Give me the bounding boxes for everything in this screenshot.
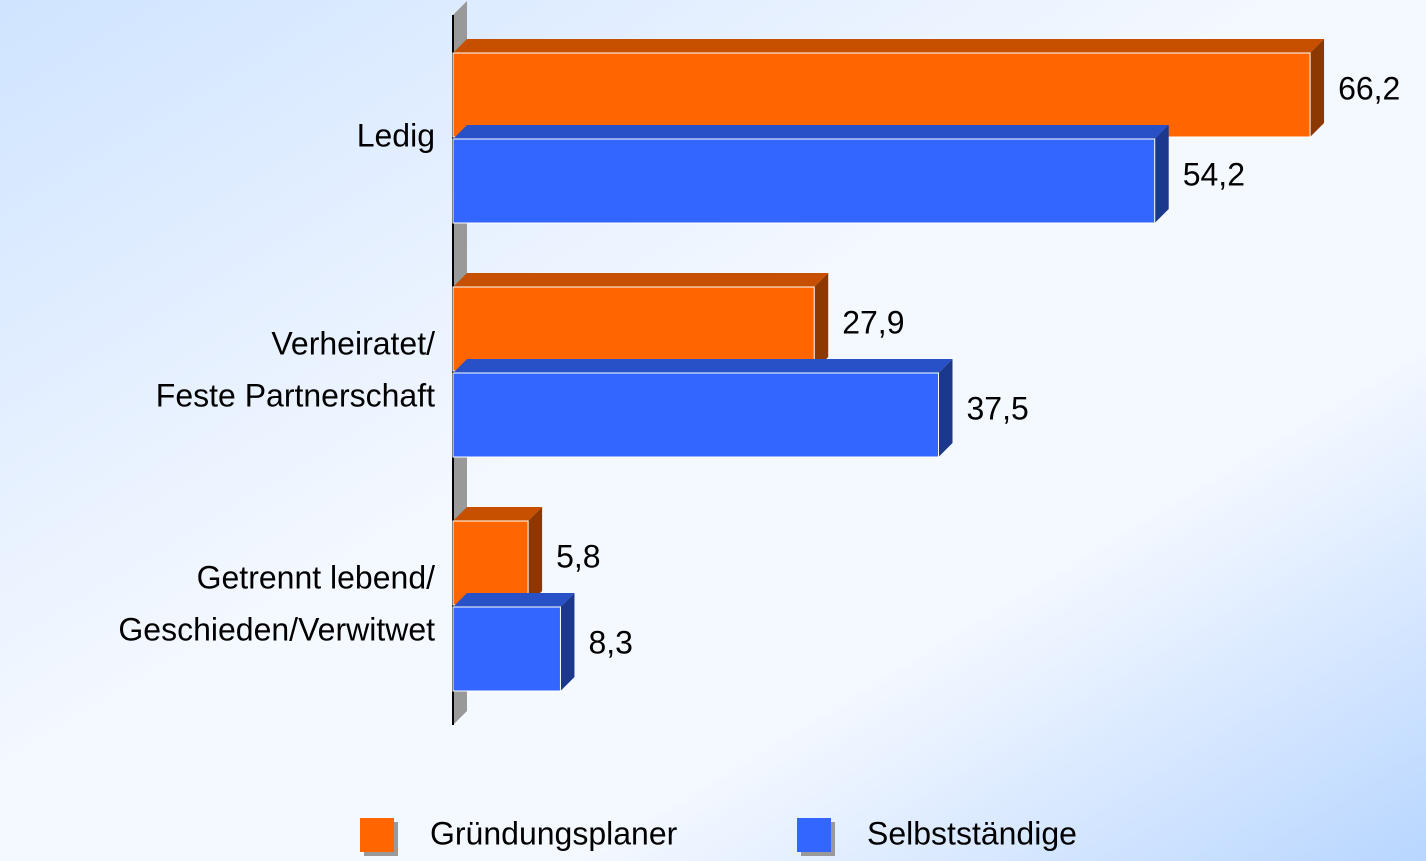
legend-label: Selbstständige [867,815,1077,851]
y-tick-label: Verheiratet/ [271,325,435,361]
value-label: 8,3 [588,624,632,660]
value-label: 5,8 [556,538,600,574]
bar-top [453,273,829,287]
y-tick-label: Geschieden/Verwitwet [118,611,435,647]
legend-label: Gründungsplaner [430,815,678,851]
bar-side [1310,39,1325,137]
bar-top [453,39,1325,53]
value-label: 37,5 [967,390,1029,426]
bar [452,606,561,692]
bar-top [453,359,953,373]
bar-side [938,359,953,457]
bar [452,52,1311,138]
y-tick-label: Ledig [357,117,435,153]
value-label: 66,2 [1338,70,1400,106]
bar-side [1154,125,1169,223]
bar-top [453,507,543,521]
value-label: 54,2 [1183,156,1245,192]
bar-side [814,273,829,371]
bar [452,138,1156,224]
bar-side [560,593,575,691]
bar [452,520,529,606]
legend-swatch [360,818,394,852]
y-tick-label: Feste Partnerschaft [156,377,435,413]
value-label: 27,9 [842,304,904,340]
bar-top [453,593,575,607]
bar [452,286,815,372]
bar [452,372,939,458]
bar-side [528,507,543,605]
bar-top [453,125,1169,139]
y-tick-label: Getrennt lebend/ [197,559,436,595]
legend-swatch [797,818,831,852]
